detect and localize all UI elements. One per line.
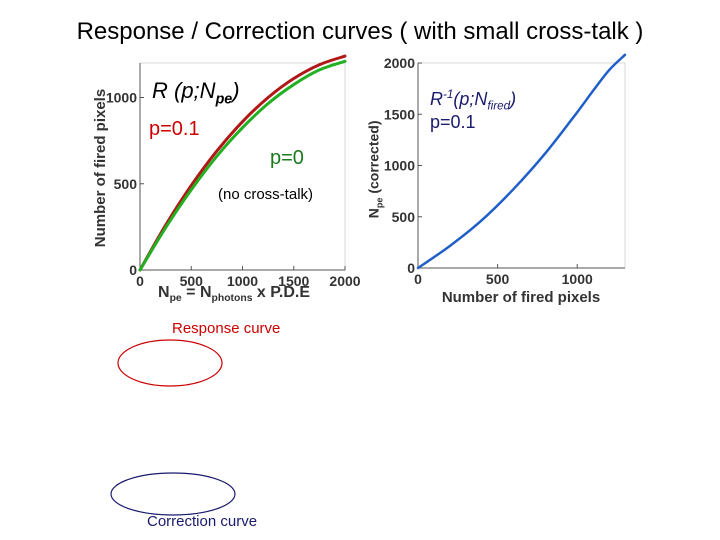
correction-ytick-label: 500 [392,209,416,225]
response-xtick-label: 1500 [278,273,309,289]
correction-ylabel: Npe (corrected) [365,120,385,219]
response-ytick-label: 1000 [106,90,137,106]
correction-xtick-label: 500 [486,271,510,287]
no-crosstalk-label: (no cross-talk) [218,186,314,203]
correction-xtick-label: 0 [414,271,422,287]
response-xtick-label: 0 [136,273,144,289]
correction-ytick-label: 0 [407,260,415,276]
response-ytick-label: 0 [129,262,137,278]
correction-highlight-ellipse [110,472,236,516]
inverse-p-label: p=0.1 [430,112,476,132]
inverse-function-label: R-1(p;Nfired) [430,88,517,113]
response-function-label: R (p;Npe) [152,78,240,108]
correction-ytick-label: 2000 [384,55,415,71]
response-ylabel: Number of fired pixels [92,89,109,247]
slide-title: Response / Correction curves ( with smal… [76,18,644,45]
correction-ytick-label: 1000 [384,158,415,174]
correction-xtick-label: 1000 [562,271,593,287]
p-green-label: p=0 [270,147,304,169]
p-red-label: p=0.1 [149,118,200,140]
correction-xlabel: Number of fired pixels [442,289,600,306]
response-xlabel: Npe = Nphotons x P.D.E [158,284,310,305]
response-highlight-ellipse [117,339,223,387]
correction-chart: 0 500 1000 0 500 1000 1500 2000 Number of fired … [384,53,627,306]
correction-series-blue [416,53,627,270]
response-caption: Response curve [172,320,281,337]
response-xtick-label: 500 [180,273,204,289]
response-series-red [138,54,347,272]
response-xtick-label: 2000 [329,273,360,289]
response-xtick-label: 1000 [227,273,258,289]
correction-caption: Correction curve [147,513,258,530]
response-series-green [138,59,347,272]
response-ytick-label: 500 [114,176,138,192]
correction-ytick-label: 1500 [384,106,415,122]
